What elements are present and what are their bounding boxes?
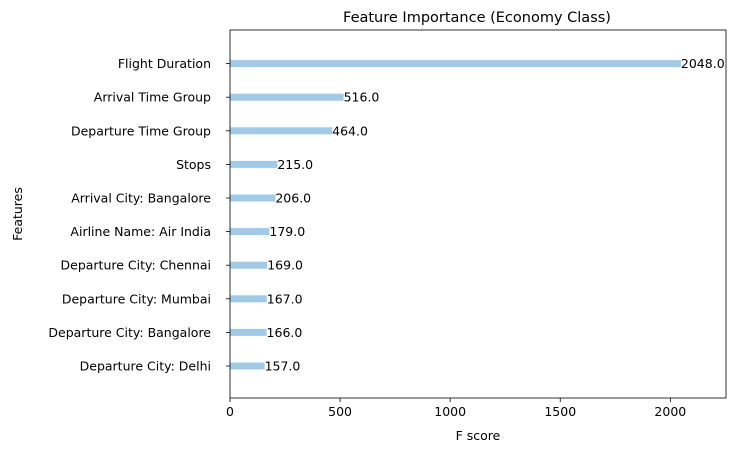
y-tick-label: Departure City: Delhi [80, 359, 211, 374]
bars-layer [230, 60, 681, 370]
bar [230, 261, 268, 269]
bar [230, 228, 270, 236]
value-label: 516.0 [344, 90, 380, 105]
bar [230, 295, 267, 303]
plot-frame [229, 29, 727, 399]
y-axis-ticks: Departure City: Delhi Departure City: Ban… [48, 56, 230, 374]
bar [230, 127, 333, 135]
y-tick-label: Flight Duration [118, 56, 211, 71]
value-label: 179.0 [269, 224, 305, 239]
y-tick-label: Departure City: Bangalore [48, 325, 211, 340]
value-label: 167.0 [267, 291, 303, 306]
x-axis-ticks: 0 500 1000 1500 2000 [226, 398, 686, 419]
bar [230, 194, 276, 202]
value-label: 166.0 [267, 325, 303, 340]
x-tick-label: 0 [226, 404, 234, 419]
x-tick-label: 500 [328, 404, 352, 419]
x-tick-label: 1000 [434, 404, 466, 419]
value-label: 215.0 [277, 157, 313, 172]
y-tick-label: Airline Name: Air India [70, 224, 211, 239]
bar [230, 60, 681, 68]
x-tick-label: 1500 [544, 404, 576, 419]
y-tick-label: Arrival City: Bangalore [71, 191, 211, 206]
y-tick-label: Arrival Time Group [94, 90, 211, 105]
y-tick-label: Departure City: Mumbai [62, 291, 211, 306]
y-tick-label: Departure Time Group [71, 123, 211, 138]
value-label: 2048.0 [681, 56, 725, 71]
value-label: 157.0 [265, 359, 301, 374]
y-tick-label: Stops [176, 157, 211, 172]
chart-title: Feature Importance (Economy Class) [343, 10, 611, 26]
y-tick-label: Departure City: Chennai [61, 258, 212, 273]
x-tick-label: 2000 [654, 404, 686, 419]
value-labels: 157.0 166.0 167.0 169.0 179.0 206.0 215.0 464.0… [265, 56, 725, 373]
bar [230, 328, 267, 336]
bar [230, 362, 265, 370]
value-label: 169.0 [267, 258, 303, 273]
value-label: 206.0 [275, 191, 311, 206]
bar [230, 160, 278, 168]
value-label: 464.0 [332, 123, 368, 138]
bar [230, 93, 344, 101]
y-axis-label: Features [10, 187, 25, 241]
x-axis-label: F score [456, 428, 501, 443]
